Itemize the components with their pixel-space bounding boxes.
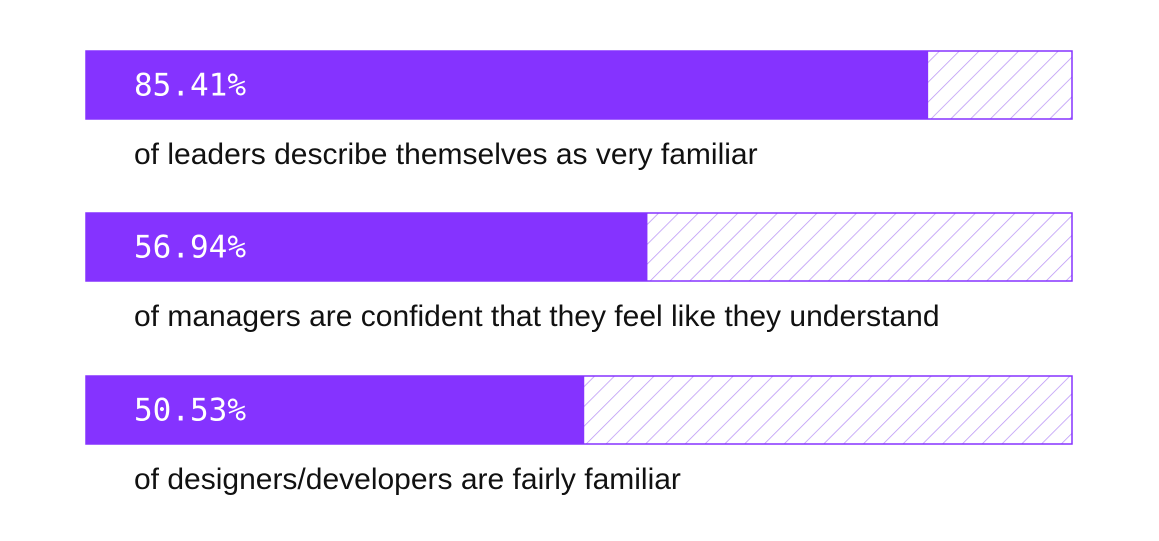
bar xyxy=(86,376,585,444)
value-label: 56.94% xyxy=(134,230,246,266)
value-label: 50.53% xyxy=(134,393,246,429)
value-label: 85.41% xyxy=(134,68,246,104)
category-label: of managers are confident that they feel… xyxy=(134,300,940,333)
category-label: of leaders describe themselves as very f… xyxy=(134,138,758,171)
bar xyxy=(86,51,929,119)
category-label: of designers/developers are fairly famil… xyxy=(134,463,681,496)
bar xyxy=(86,213,648,281)
